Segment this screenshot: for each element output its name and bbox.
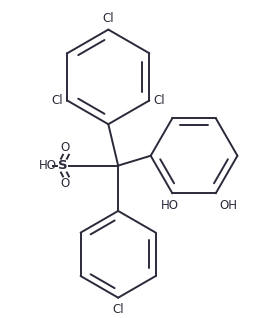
Text: O: O [60,142,70,154]
Text: HO: HO [39,159,57,172]
Text: S: S [58,159,68,172]
Text: Cl: Cl [153,94,165,107]
Text: Cl: Cl [112,303,124,316]
Text: OH: OH [220,199,238,212]
Text: Cl: Cl [52,94,63,107]
Text: HO: HO [160,199,179,212]
Text: O: O [60,177,70,190]
Text: Cl: Cl [102,12,114,24]
